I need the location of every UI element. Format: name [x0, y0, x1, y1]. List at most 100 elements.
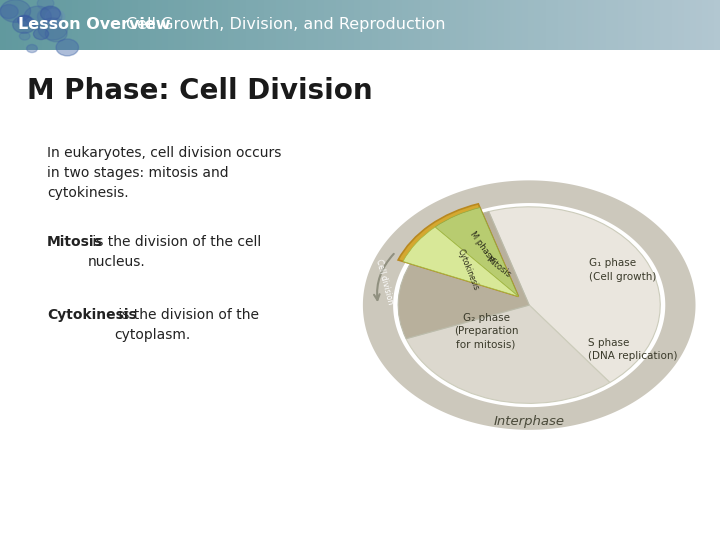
Bar: [198, 0, 204, 50]
Bar: [384, 0, 390, 50]
Circle shape: [45, 10, 65, 24]
Bar: [294, 0, 300, 50]
Bar: [648, 0, 654, 50]
Polygon shape: [363, 180, 696, 430]
Bar: [576, 0, 582, 50]
Bar: [642, 0, 648, 50]
Bar: [120, 0, 126, 50]
Bar: [534, 0, 540, 50]
Bar: [372, 0, 378, 50]
Text: Interphase: Interphase: [494, 415, 564, 428]
Bar: [378, 0, 384, 50]
Wedge shape: [398, 204, 518, 296]
Bar: [96, 0, 102, 50]
Bar: [24, 0, 30, 50]
Bar: [408, 0, 414, 50]
Bar: [180, 0, 186, 50]
Text: Cytokinesis: Cytokinesis: [47, 308, 137, 322]
Bar: [192, 0, 198, 50]
Bar: [666, 0, 672, 50]
Bar: [426, 0, 432, 50]
Bar: [582, 0, 588, 50]
Bar: [348, 0, 354, 50]
Bar: [570, 0, 576, 50]
Bar: [48, 0, 54, 50]
Bar: [270, 0, 276, 50]
Text: Mitosis: Mitosis: [484, 255, 512, 280]
Bar: [714, 0, 720, 50]
Bar: [6, 0, 12, 50]
Bar: [210, 0, 216, 50]
Circle shape: [45, 25, 67, 42]
Bar: [612, 0, 618, 50]
Bar: [204, 0, 210, 50]
Circle shape: [0, 4, 18, 18]
Bar: [54, 0, 60, 50]
Bar: [504, 0, 510, 50]
Bar: [522, 0, 528, 50]
Bar: [90, 0, 96, 50]
Circle shape: [27, 44, 37, 52]
Bar: [162, 0, 168, 50]
Bar: [132, 0, 138, 50]
Bar: [114, 0, 120, 50]
Bar: [624, 0, 630, 50]
Bar: [546, 0, 552, 50]
Bar: [510, 0, 516, 50]
Bar: [468, 0, 474, 50]
Bar: [708, 0, 714, 50]
Bar: [306, 0, 312, 50]
Text: is the division of the cell
nucleus.: is the division of the cell nucleus.: [88, 235, 261, 269]
Circle shape: [19, 32, 30, 40]
Circle shape: [40, 6, 60, 21]
Bar: [78, 0, 84, 50]
Bar: [258, 0, 264, 50]
Bar: [72, 0, 78, 50]
Bar: [684, 0, 690, 50]
Bar: [42, 0, 48, 50]
Wedge shape: [489, 207, 660, 382]
Bar: [540, 0, 546, 50]
Bar: [564, 0, 570, 50]
Text: Lesson Overview: Lesson Overview: [18, 17, 171, 32]
Text: Cytokinesis: Cytokinesis: [455, 248, 480, 292]
Bar: [414, 0, 420, 50]
Bar: [630, 0, 636, 50]
Bar: [552, 0, 558, 50]
Bar: [438, 0, 444, 50]
Bar: [234, 0, 240, 50]
Bar: [594, 0, 600, 50]
Text: In eukaryotes, cell division occurs
in two stages: mitosis and
cytokinesis.: In eukaryotes, cell division occurs in t…: [47, 146, 282, 200]
Bar: [480, 0, 486, 50]
Bar: [354, 0, 360, 50]
Bar: [528, 0, 534, 50]
Wedge shape: [403, 227, 518, 296]
Bar: [330, 0, 336, 50]
Bar: [462, 0, 468, 50]
Bar: [498, 0, 504, 50]
Bar: [138, 0, 144, 50]
Bar: [282, 0, 288, 50]
Bar: [618, 0, 624, 50]
Bar: [30, 0, 36, 50]
Bar: [60, 0, 66, 50]
Bar: [696, 0, 702, 50]
Wedge shape: [398, 212, 529, 339]
Bar: [126, 0, 132, 50]
Circle shape: [13, 16, 36, 33]
Circle shape: [24, 6, 51, 26]
Text: G₁ phase
(Cell growth): G₁ phase (Cell growth): [589, 259, 657, 281]
Bar: [264, 0, 270, 50]
Bar: [654, 0, 660, 50]
Bar: [444, 0, 450, 50]
Bar: [84, 0, 90, 50]
Bar: [672, 0, 678, 50]
Bar: [156, 0, 162, 50]
Circle shape: [56, 39, 78, 56]
Bar: [246, 0, 252, 50]
Bar: [36, 0, 42, 50]
Text: is the division of the
cytoplasm.: is the division of the cytoplasm.: [114, 308, 258, 342]
Text: S phase
(DNA replication): S phase (DNA replication): [588, 338, 678, 361]
Bar: [108, 0, 114, 50]
Bar: [318, 0, 324, 50]
